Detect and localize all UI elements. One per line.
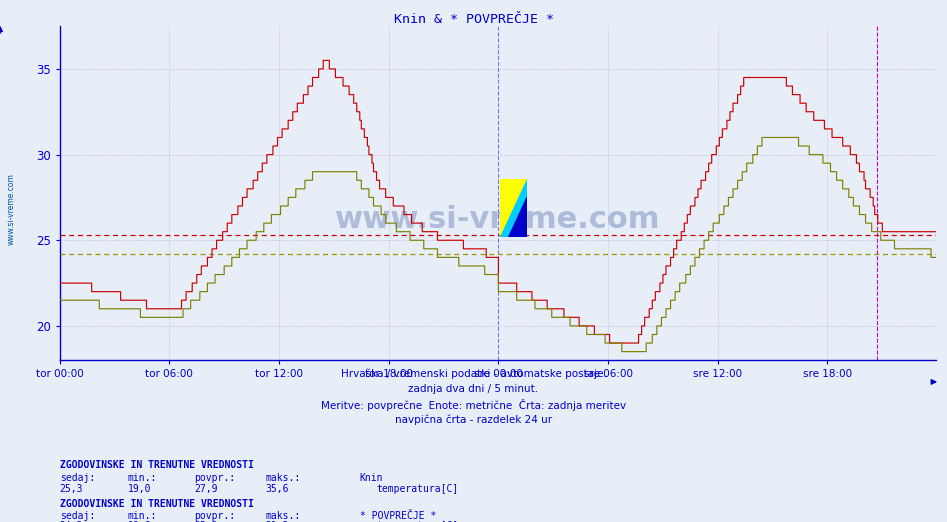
- Text: min.:: min.:: [128, 473, 157, 483]
- Polygon shape: [509, 196, 527, 236]
- Text: 24,2: 24,2: [60, 521, 83, 522]
- Polygon shape: [500, 179, 527, 236]
- Text: ZGODOVINSKE IN TRENUTNE VREDNOSTI: ZGODOVINSKE IN TRENUTNE VREDNOSTI: [60, 499, 254, 508]
- Text: 31,2: 31,2: [265, 521, 289, 522]
- Text: min.:: min.:: [128, 511, 157, 520]
- Text: ZGODOVINSKE IN TRENUTNE VREDNOSTI: ZGODOVINSKE IN TRENUTNE VREDNOSTI: [60, 460, 254, 470]
- Text: maks.:: maks.:: [265, 473, 300, 483]
- Text: 35,6: 35,6: [265, 484, 289, 494]
- Text: * POVPREČJE *: * POVPREČJE *: [360, 511, 437, 520]
- Text: 18,6: 18,6: [128, 521, 152, 522]
- Text: navpična črta - razdelek 24 ur: navpična črta - razdelek 24 ur: [395, 415, 552, 425]
- Text: www.si-vreme.com: www.si-vreme.com: [7, 173, 16, 245]
- Text: temperatura[C]: temperatura[C]: [377, 484, 459, 494]
- Text: www.si-vreme.com: www.si-vreme.com: [335, 205, 660, 234]
- Text: povpr.:: povpr.:: [194, 511, 235, 520]
- Text: Hrvaška / vremenski podatki - avtomatske postaje.: Hrvaška / vremenski podatki - avtomatske…: [341, 368, 606, 378]
- Text: maks.:: maks.:: [265, 511, 300, 520]
- Text: sedaj:: sedaj:: [60, 473, 95, 483]
- Text: Meritve: povprečne  Enote: metrične  Črta: zadnja meritev: Meritve: povprečne Enote: metrične Črta:…: [321, 399, 626, 411]
- Text: 25,2: 25,2: [194, 521, 218, 522]
- Polygon shape: [500, 179, 527, 236]
- Text: 19,0: 19,0: [128, 484, 152, 494]
- Text: temperatura[C]: temperatura[C]: [377, 521, 459, 522]
- Text: zadnja dva dni / 5 minut.: zadnja dva dni / 5 minut.: [408, 384, 539, 394]
- Text: sedaj:: sedaj:: [60, 511, 95, 520]
- Text: povpr.:: povpr.:: [194, 473, 235, 483]
- Text: 27,9: 27,9: [194, 484, 218, 494]
- Text: Knin & * POVPREČJE *: Knin & * POVPREČJE *: [394, 13, 553, 26]
- Text: 25,3: 25,3: [60, 484, 83, 494]
- Text: Knin: Knin: [360, 473, 384, 483]
